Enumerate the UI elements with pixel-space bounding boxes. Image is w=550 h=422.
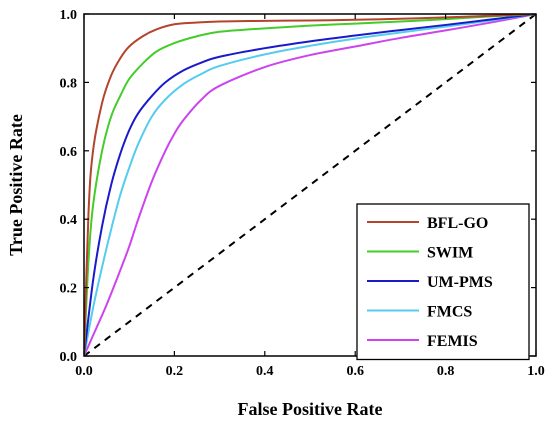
axes: 0.0 0.2 0.4 0.6 0.8 1.0 0.0 0.2 0.4 0.6 0.8 1.0 xyxy=(60,8,545,379)
legend-entry: FEMIS xyxy=(427,333,478,350)
series-line-bfl-go xyxy=(84,14,536,356)
y-tick-label: 1.0 xyxy=(60,8,78,23)
y-tick-label: 0.8 xyxy=(60,76,78,91)
series-line-fmcs xyxy=(84,14,536,356)
series-line-femis xyxy=(84,14,536,356)
legend-entry: FMCS xyxy=(427,304,472,321)
legend-entry: SWIM xyxy=(427,245,473,262)
x-tick-label: 0.2 xyxy=(166,364,184,379)
legend: BFL-GO SWIM UM-PMS FMCS FEMIS xyxy=(356,203,530,361)
x-tick-label: 0.4 xyxy=(256,364,274,379)
y-axis-label: True Positive Rate xyxy=(6,114,26,256)
x-tick-label: 0.0 xyxy=(75,364,93,379)
x-tick-label: 0.6 xyxy=(346,364,364,379)
y-tick-label: 0.4 xyxy=(60,213,78,228)
y-tick-label: 0.6 xyxy=(60,145,78,160)
x-axis-label: False Positive Rate xyxy=(238,399,383,419)
legend-entry: UM-PMS xyxy=(427,274,493,291)
plot-area xyxy=(83,13,537,357)
y-tick-label: 0.2 xyxy=(60,282,78,297)
x-tick-label: 1.0 xyxy=(527,364,545,379)
series-line-um-pms xyxy=(84,14,536,356)
reference-diagonal-line xyxy=(83,13,537,357)
series-line-swim xyxy=(84,14,536,356)
legend-entry: BFL-GO xyxy=(427,215,488,232)
x-tick-label: 0.8 xyxy=(437,364,455,379)
plot-frame xyxy=(83,13,537,357)
y-tick-label: 0.0 xyxy=(60,350,78,365)
